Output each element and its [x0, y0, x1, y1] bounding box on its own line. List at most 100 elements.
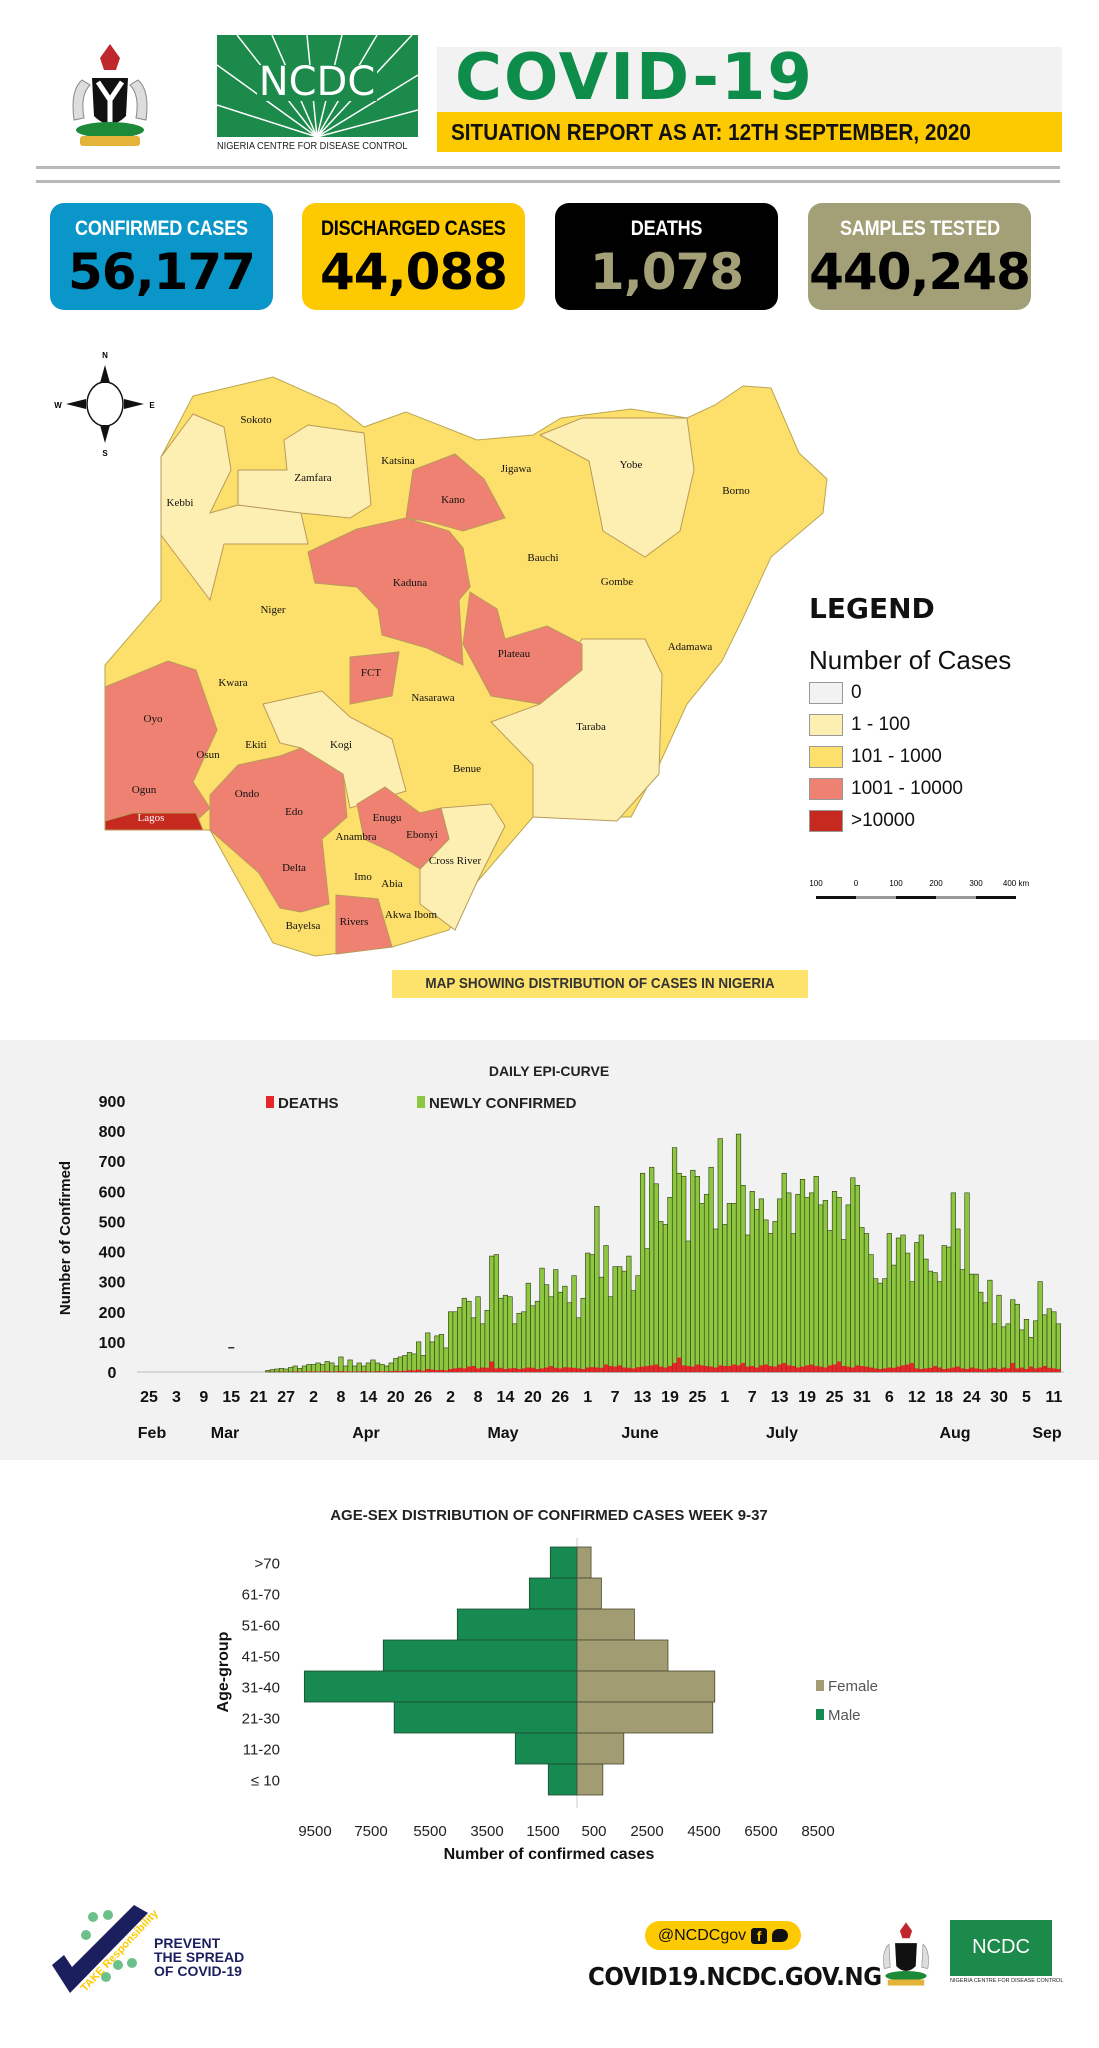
confirmed-bar [941, 1245, 947, 1373]
confirmed-bar [850, 1177, 856, 1373]
confirmed-bar [804, 1197, 810, 1373]
female-bar [576, 1608, 635, 1641]
death-bar [503, 1368, 508, 1372]
social-handle-pill[interactable]: @NCDCgov f [645, 1921, 801, 1950]
scale-label: 400 km [1003, 879, 1030, 888]
state-label: Abia [381, 878, 403, 890]
legend-label: Male [828, 1707, 861, 1724]
legend-label: NEWLY CONFIRMED [429, 1095, 577, 1112]
confirmed-bar [722, 1224, 728, 1373]
legend-item: >10000 [809, 810, 1011, 832]
y-axis-label: Age-group [215, 1631, 232, 1712]
legend-label: 101 - 1000 [851, 746, 942, 767]
confirmed-bar [457, 1306, 463, 1373]
legend-item: 1 - 100 [809, 714, 1011, 736]
legend-swatch [809, 682, 843, 704]
death-bar [320, 1371, 325, 1372]
death-bar [845, 1366, 851, 1372]
facebook-icon[interactable]: f [751, 1927, 768, 1944]
confirmed-bar [959, 1269, 966, 1373]
female-bar [576, 1639, 669, 1672]
death-bar [1037, 1367, 1043, 1372]
death-bar [640, 1366, 645, 1372]
death-bar [983, 1369, 988, 1372]
confirmed-bar [699, 1203, 705, 1373]
state-label: Benue [453, 763, 481, 775]
confirmed-bar [1014, 1303, 1020, 1373]
death-bar [512, 1368, 517, 1372]
death-bar [905, 1364, 910, 1372]
death-bar [558, 1368, 563, 1372]
state-label: Imo [354, 871, 372, 883]
confirmed-bar [269, 1369, 275, 1373]
confirmed-bar [694, 1175, 700, 1373]
x-tick-label: 25 [689, 1389, 707, 1406]
state-zamfara [237, 424, 372, 519]
confirmed-bar [658, 1221, 664, 1373]
death-bar [914, 1368, 920, 1372]
confirmed-bar [512, 1323, 518, 1373]
age-group-label: 11-20 [243, 1742, 280, 1759]
legend-label: 1 - 100 [851, 714, 911, 735]
epi-y-axis-label: Number of Confirmed [57, 1161, 74, 1315]
state-label: Rivers [340, 916, 369, 928]
stat-value: 44,088 [320, 243, 508, 301]
confirmed-bar [713, 1228, 719, 1373]
confirmed-bar [388, 1362, 394, 1373]
divider [36, 180, 1060, 183]
state-label: Cross River [429, 855, 482, 867]
epi-title: DAILY EPI-CURVE [489, 1063, 609, 1079]
age-sex-title: AGE-SEX DISTRIBUTION OF CONFIRMED CASES … [330, 1507, 768, 1524]
month-label: May [487, 1425, 518, 1442]
scale-label: 0 [854, 879, 859, 888]
confirmed-bar [621, 1270, 627, 1373]
death-bar [526, 1367, 531, 1372]
x-tick-label: 8 [474, 1389, 483, 1406]
state-label: Bayelsa [286, 920, 321, 932]
scale-label: 200 [929, 879, 943, 888]
state-kaduna [307, 517, 471, 666]
confirmed-bar [420, 1355, 426, 1373]
month-label: Sep [1032, 1425, 1062, 1442]
x-tick-label: 500 [581, 1823, 606, 1840]
confirmed-bar [735, 1133, 742, 1373]
death-bar [439, 1369, 444, 1372]
confirmed-bar [1023, 1319, 1030, 1373]
confirmed-bar [544, 1284, 550, 1373]
death-bar [612, 1366, 618, 1372]
confirmed-bar [841, 1239, 847, 1373]
death-bar [736, 1365, 741, 1372]
x-tick-label: 24 [963, 1389, 981, 1406]
death-bar [864, 1366, 869, 1372]
confirmed-bar [397, 1356, 403, 1373]
confirmed-bar [274, 1368, 280, 1373]
twitter-icon[interactable] [772, 1929, 789, 1942]
x-tick-label: 6 [885, 1389, 894, 1406]
female-bar [576, 1732, 625, 1765]
confirmed-bar [1010, 1299, 1016, 1373]
death-bar [292, 1371, 298, 1372]
confirmed-bar [416, 1341, 422, 1373]
confirmed-bar [681, 1175, 687, 1373]
website-link[interactable]: COVID19.NCDC.GOV.NG [588, 1962, 882, 1991]
x-tick-label: 13 [634, 1389, 652, 1406]
death-bar [653, 1364, 659, 1372]
confirmed-bar [598, 1276, 605, 1373]
map-caption: MAP SHOWING DISTRIBUTION OF CASES IN NIG… [392, 970, 808, 998]
x-tick-label: 1 [720, 1389, 729, 1406]
legend-item: 101 - 1000 [809, 746, 1011, 768]
month-label: Aug [939, 1425, 970, 1442]
state-enugu [356, 786, 450, 870]
confirmed-bar [365, 1362, 371, 1373]
confirmed-bar [521, 1311, 527, 1373]
death-bar [708, 1366, 714, 1372]
confirmed-bar [580, 1297, 586, 1373]
confirmed-bar [594, 1206, 600, 1373]
x-tick-label: 30 [990, 1389, 1008, 1406]
stat-value: 440,248 [809, 243, 1031, 301]
state-taraba [490, 638, 663, 822]
death-bar [1019, 1367, 1025, 1372]
death-bar [781, 1362, 787, 1372]
legend-title: LEGEND [809, 592, 935, 625]
death-bar [324, 1371, 330, 1372]
